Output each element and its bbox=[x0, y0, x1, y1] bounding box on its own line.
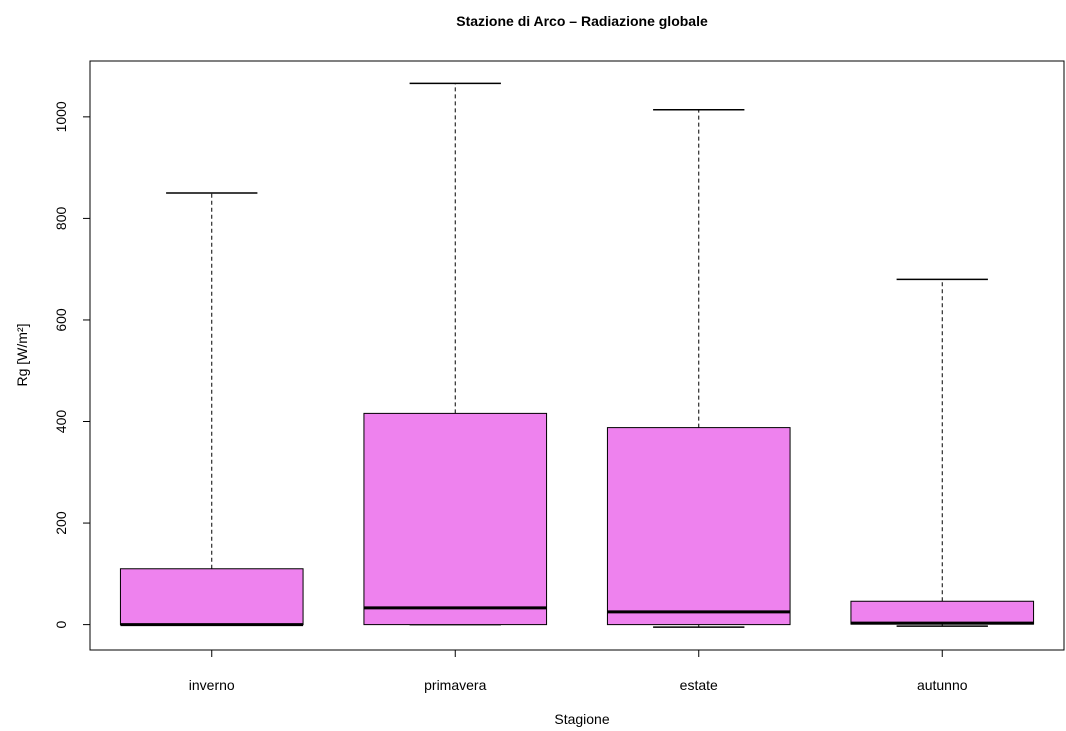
y-axis: 0 200 400 600 800 1000 bbox=[53, 101, 91, 629]
y-axis-label: Rg [W/m²] bbox=[14, 324, 30, 387]
y-tick-label: 600 bbox=[53, 308, 69, 332]
x-tick-label: estate bbox=[680, 677, 718, 693]
box-iqr bbox=[363, 412, 548, 626]
boxes-group bbox=[119, 82, 1035, 628]
box-iqr bbox=[119, 568, 304, 626]
x-tick-label: primavera bbox=[424, 677, 486, 693]
y-tick-label: 0 bbox=[53, 621, 69, 629]
box-iqr bbox=[606, 427, 791, 626]
x-tick-label: autunno bbox=[917, 677, 968, 693]
y-tick-label: 1000 bbox=[53, 101, 69, 132]
y-tick-label: 400 bbox=[53, 410, 69, 434]
x-axis-label: Stagione bbox=[554, 711, 609, 727]
y-tick-label: 800 bbox=[53, 207, 69, 231]
y-tick-label: 200 bbox=[53, 511, 69, 535]
plot-frame bbox=[89, 60, 1065, 651]
x-tick-label: inverno bbox=[189, 677, 235, 693]
chart-title: Stazione di Arco – Radiazione globale bbox=[456, 13, 708, 29]
x-axis: inverno primavera estate autunno bbox=[189, 650, 968, 693]
box-iqr bbox=[850, 600, 1035, 625]
